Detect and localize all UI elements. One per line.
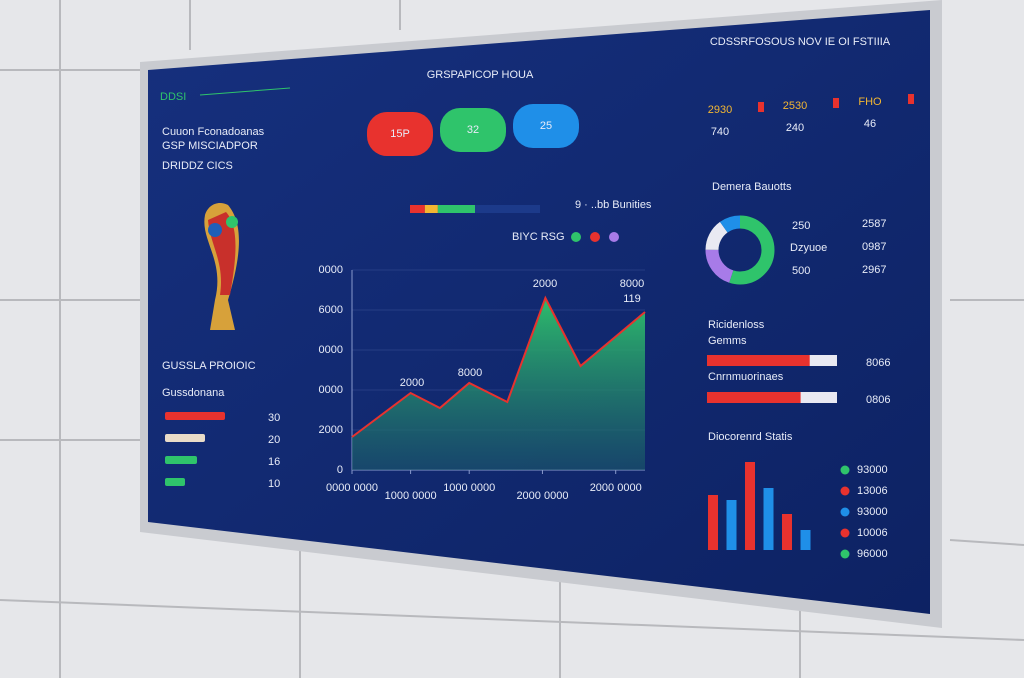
results-title: Ricidenloss xyxy=(708,319,765,331)
left-bar xyxy=(165,434,205,442)
stat-value: 740 xyxy=(711,126,729,138)
dashboard: GRSPAPICOP HOUA CDSSRFOSOUS NOV IE OI FS… xyxy=(160,36,914,560)
brand: DDSI xyxy=(160,91,186,103)
donut-number: 500 xyxy=(792,265,810,277)
x-tick-label: 1000 0000 xyxy=(443,482,495,494)
stats-legend: 93000 xyxy=(857,506,888,518)
pill xyxy=(367,112,433,156)
results-subtitle: Gemms xyxy=(708,335,747,347)
stats-bar xyxy=(745,462,755,550)
donut-segment xyxy=(705,215,775,285)
y-tick-label: 0000 xyxy=(319,384,343,396)
left-bar-label: 30 xyxy=(268,412,280,424)
progress-label: 9 · ..bb Bunities xyxy=(575,199,652,211)
x-tick-label: 0000 0000 xyxy=(326,482,378,494)
trophy xyxy=(204,203,239,330)
stats-chart-title: Diocorenrd Statis xyxy=(708,431,793,443)
list-title: Gussdonana xyxy=(162,387,225,399)
legend-dot xyxy=(840,465,850,475)
annotation: 2000 xyxy=(533,278,557,290)
stat-value: 46 xyxy=(864,118,876,130)
legend-dot xyxy=(840,528,850,538)
legend-dot xyxy=(609,232,619,242)
legend-dot xyxy=(590,232,600,242)
legend-dot xyxy=(840,549,850,559)
left-title: GSP MISCIADPOR xyxy=(162,140,258,152)
legend-dot xyxy=(571,232,581,242)
pill-label: 25 xyxy=(540,120,552,132)
progress-segment xyxy=(410,205,425,213)
stat-value: 240 xyxy=(786,122,804,134)
line xyxy=(351,295,646,438)
pill-label: 15P xyxy=(390,128,410,140)
stats-bar xyxy=(763,488,774,550)
y-tick-label: 2000 xyxy=(319,424,343,436)
stat-label: 2530 xyxy=(783,100,807,112)
progress-segment xyxy=(437,205,475,213)
top-right: CDSSRFOSOUS NOV IE OI FSTIIIA xyxy=(710,36,891,48)
pill xyxy=(513,104,579,148)
screen xyxy=(148,10,930,614)
results-label: 0806 xyxy=(866,394,890,406)
stats-bar xyxy=(782,514,792,550)
brand-line xyxy=(199,87,291,96)
annotation: 2000 xyxy=(400,377,424,389)
stats-legend: 10006 xyxy=(857,527,888,539)
results-bar-caption: Cnrnmuorinaes xyxy=(708,371,784,383)
x-tick-label: 1000 0000 xyxy=(385,490,437,502)
donut-side: 0987 xyxy=(862,241,886,253)
donut-caption: Dzyuoe xyxy=(790,242,827,254)
stats-bar xyxy=(708,495,718,550)
pill xyxy=(440,108,506,152)
stat-icon xyxy=(758,102,764,112)
stats-legend: 13006 xyxy=(857,485,888,497)
title: GRSPAPICOP HOUA xyxy=(427,69,534,81)
x-tick-label: 2000 0000 xyxy=(516,490,568,502)
donut-segment xyxy=(705,215,775,285)
left-bar xyxy=(165,456,197,464)
annotation: 8000 xyxy=(458,367,482,379)
left-bar-label: 10 xyxy=(268,478,280,490)
results-label: 8066 xyxy=(866,357,890,369)
stats-legend: 93000 xyxy=(857,464,888,476)
left-subtitle: DRIDDZ CICS xyxy=(162,160,233,172)
left-name: GUSSLA PROIOIC xyxy=(162,360,256,372)
legend-dot xyxy=(840,486,850,496)
y-tick-label: 6000 xyxy=(319,304,343,316)
y-tick-label: 0 xyxy=(337,464,343,476)
annotation: 8000 xyxy=(620,278,644,290)
left-bar-label: 20 xyxy=(268,434,280,446)
stats-legend: 96000 xyxy=(857,548,888,560)
results-bar xyxy=(707,392,801,403)
results-bar xyxy=(707,355,810,366)
stat-label: FHO xyxy=(858,96,882,108)
annotation: 119 xyxy=(623,293,641,305)
pill-label: 32 xyxy=(467,124,479,136)
left-bar xyxy=(165,412,225,420)
stat-icon xyxy=(908,94,914,104)
progress-segment xyxy=(424,205,438,213)
stats-bar xyxy=(726,500,737,550)
area xyxy=(352,298,645,470)
left-bar-label: 16 xyxy=(268,456,280,468)
legend-dot xyxy=(840,507,850,517)
caption: Cuuon Fconadoanas xyxy=(162,126,265,138)
progress-legend: BIYC RSG xyxy=(512,231,565,243)
donut-number: 250 xyxy=(792,220,810,232)
donut-side: 2967 xyxy=(862,264,886,276)
y-tick-label: 0000 xyxy=(319,344,343,356)
donut-side: 2587 xyxy=(862,218,886,230)
stat-label: 2930 xyxy=(708,104,732,116)
x-tick-label: 2000 0000 xyxy=(590,482,642,494)
y-tick-label: 0000 xyxy=(319,264,343,276)
stats-bar xyxy=(800,530,811,550)
donut-title: Demera Bauotts xyxy=(712,181,792,193)
progress-segment xyxy=(475,205,540,213)
left-bar xyxy=(165,478,185,486)
stat-icon xyxy=(833,98,839,108)
